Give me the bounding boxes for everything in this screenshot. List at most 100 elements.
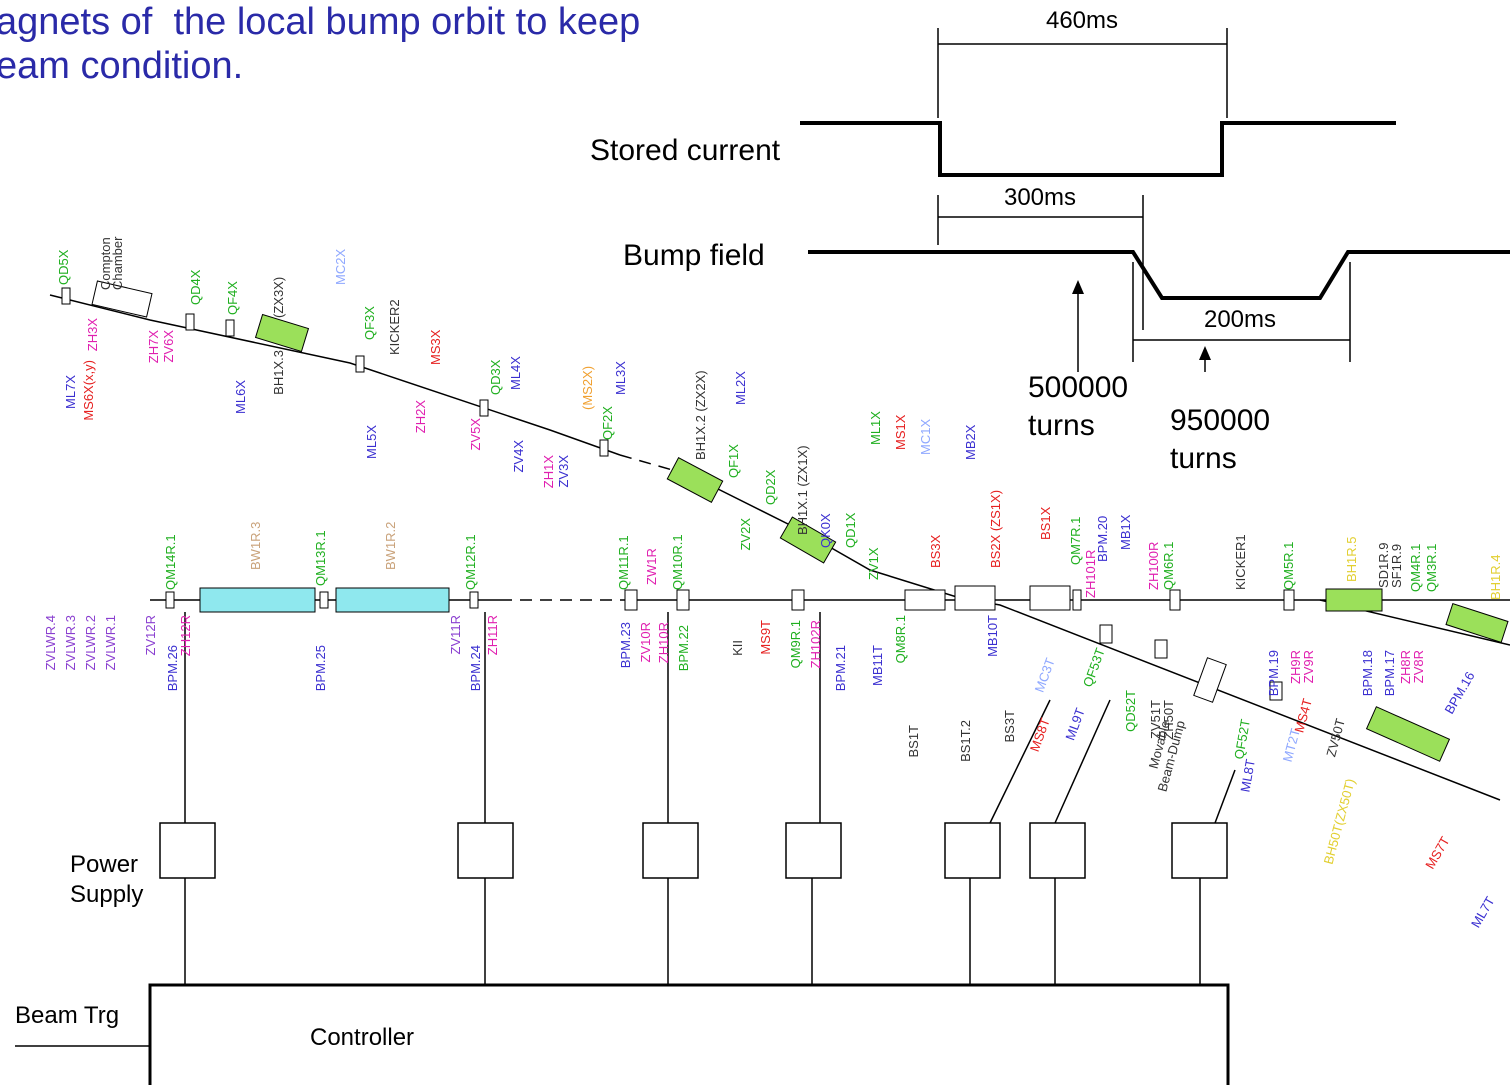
element-label: MC3T [1032,656,1058,694]
element-label: QM9R.1 [788,620,803,668]
element-label: MC2X [333,249,348,285]
element-label: BPM.21 [833,645,848,691]
element-label: ZV4X [511,440,526,473]
element-label: ML9T [1062,706,1087,742]
bend-magnet [779,516,837,564]
element-label: QF53T [1080,646,1108,689]
element-label: ZV50T [1323,717,1348,759]
element-label: QM6R.1 [1161,542,1176,590]
element-label: QF1X [726,444,741,478]
element-label: ZH2X [413,400,428,434]
element-label: MB2X [963,424,978,460]
element-label: ML3X [613,361,628,395]
element-label: ML7X [63,375,78,409]
element-label: ZV8R [1411,650,1426,683]
element-label: BPM.25 [313,645,328,691]
beam-path [49,294,621,456]
compton-chamber [91,280,153,318]
element-label: ZV3X [556,455,571,488]
element-label: ZV2X [738,518,753,551]
turns-label: 950000 [1170,404,1270,437]
element-label: Chamber [110,236,125,290]
element-label: ZH1X [541,455,556,489]
element-label: KII [730,640,745,656]
element-label: QD1X [843,512,858,548]
element-label: BW1R.3 [248,522,263,570]
element-label: ZH7X [146,330,161,364]
element-label: QF3X [362,306,377,340]
bend-magnet [254,313,310,353]
element-label: MS9T [758,620,773,655]
element-label: ZV9R [1301,650,1316,683]
element-label: QF2X [600,406,615,440]
element-label: BPM.24 [468,645,483,691]
signal-label: Bump field [623,239,765,272]
element-label: ZH101R [1083,550,1098,598]
element-label: ZH102R [808,620,823,668]
element-label: MB10T [985,615,1000,657]
turns-label: turns [1170,442,1237,475]
element-label: MS3X [428,329,443,365]
element-label: BPM.20 [1095,516,1110,562]
element-label: BPM.16 [1441,669,1477,717]
turns-label: 500000 [1028,371,1128,404]
element-label: BPM.19 [1266,650,1281,696]
timing-diagram: 460ms 300ms 200ms Stored current Bump fi… [590,7,1510,475]
element-label: ZH10R [656,622,671,663]
element-label: BH1R.4 [1488,554,1503,600]
element-label: QM10R.1 [670,534,685,590]
element-label: (MS2X) [580,366,595,410]
element-label: QM4R.1 [1408,544,1423,592]
wiggler [335,587,450,613]
bump-field-wave [808,250,1510,300]
element-label: ZV11R [448,615,463,655]
element-label: ZV6X [161,330,176,363]
element-label: QM7R.1 [1068,517,1083,565]
element-label: ZVLWR.4 [43,615,58,670]
element-label: BH1X.3 [271,350,286,395]
power-supply-label: Power [70,851,138,878]
controller-box [148,983,1230,1085]
signal-label: Stored current [590,134,781,167]
element-label: BPM.18 [1360,650,1375,696]
element-label: QF4X [225,281,240,315]
element-label: MB11T [870,645,885,686]
element-label: QD5X [56,249,71,285]
bend-magnet [1445,602,1509,644]
element-label: ML4X [508,356,523,390]
element-label: MS7T [1422,834,1452,872]
element-label: ML2X [733,371,748,405]
duration-label: 200ms [1204,306,1276,333]
arrow-head [1199,346,1211,360]
element-label: ZV1X [866,547,881,580]
beam-path [689,474,1501,801]
element-label: BPM.17 [1382,650,1397,696]
small-magnets [61,287,1295,701]
element-label: ML7T [1468,894,1498,930]
control-system: Power Supply Beam Trg Controller [15,612,1236,1085]
element-label: ZH9R [1288,650,1303,684]
element-label: SF1R.9 [1389,544,1404,588]
duration-label: 300ms [1004,184,1076,211]
element-label: ZVLWR.1 [103,615,118,670]
beam-trg-label: Beam Trg [15,1002,119,1029]
element-label: MS1X [893,414,908,450]
element-label: BS1T.2 [958,720,973,762]
element-label: ZH100R [1146,542,1161,590]
element-label: ZH3X [85,318,100,352]
element-label: ML6X [233,380,248,414]
element-label: QM13R.1 [313,530,328,586]
element-label: MS4T [1291,697,1314,734]
element-label: QM5R.1 [1281,542,1296,590]
element-label: QM12R.1 [463,534,478,590]
wiggler [199,587,316,613]
header-line: agnets of the local bump orbit to keep [0,1,640,43]
element-label: BS3T [1002,710,1017,743]
element-label: BS2X (ZS1X) [988,490,1003,568]
power-supplies [159,822,1228,879]
beamline [49,280,1510,801]
header-line: eam condition. [0,45,243,87]
power-supply-label: Supply [70,881,143,908]
dimension-lines [937,28,1351,372]
